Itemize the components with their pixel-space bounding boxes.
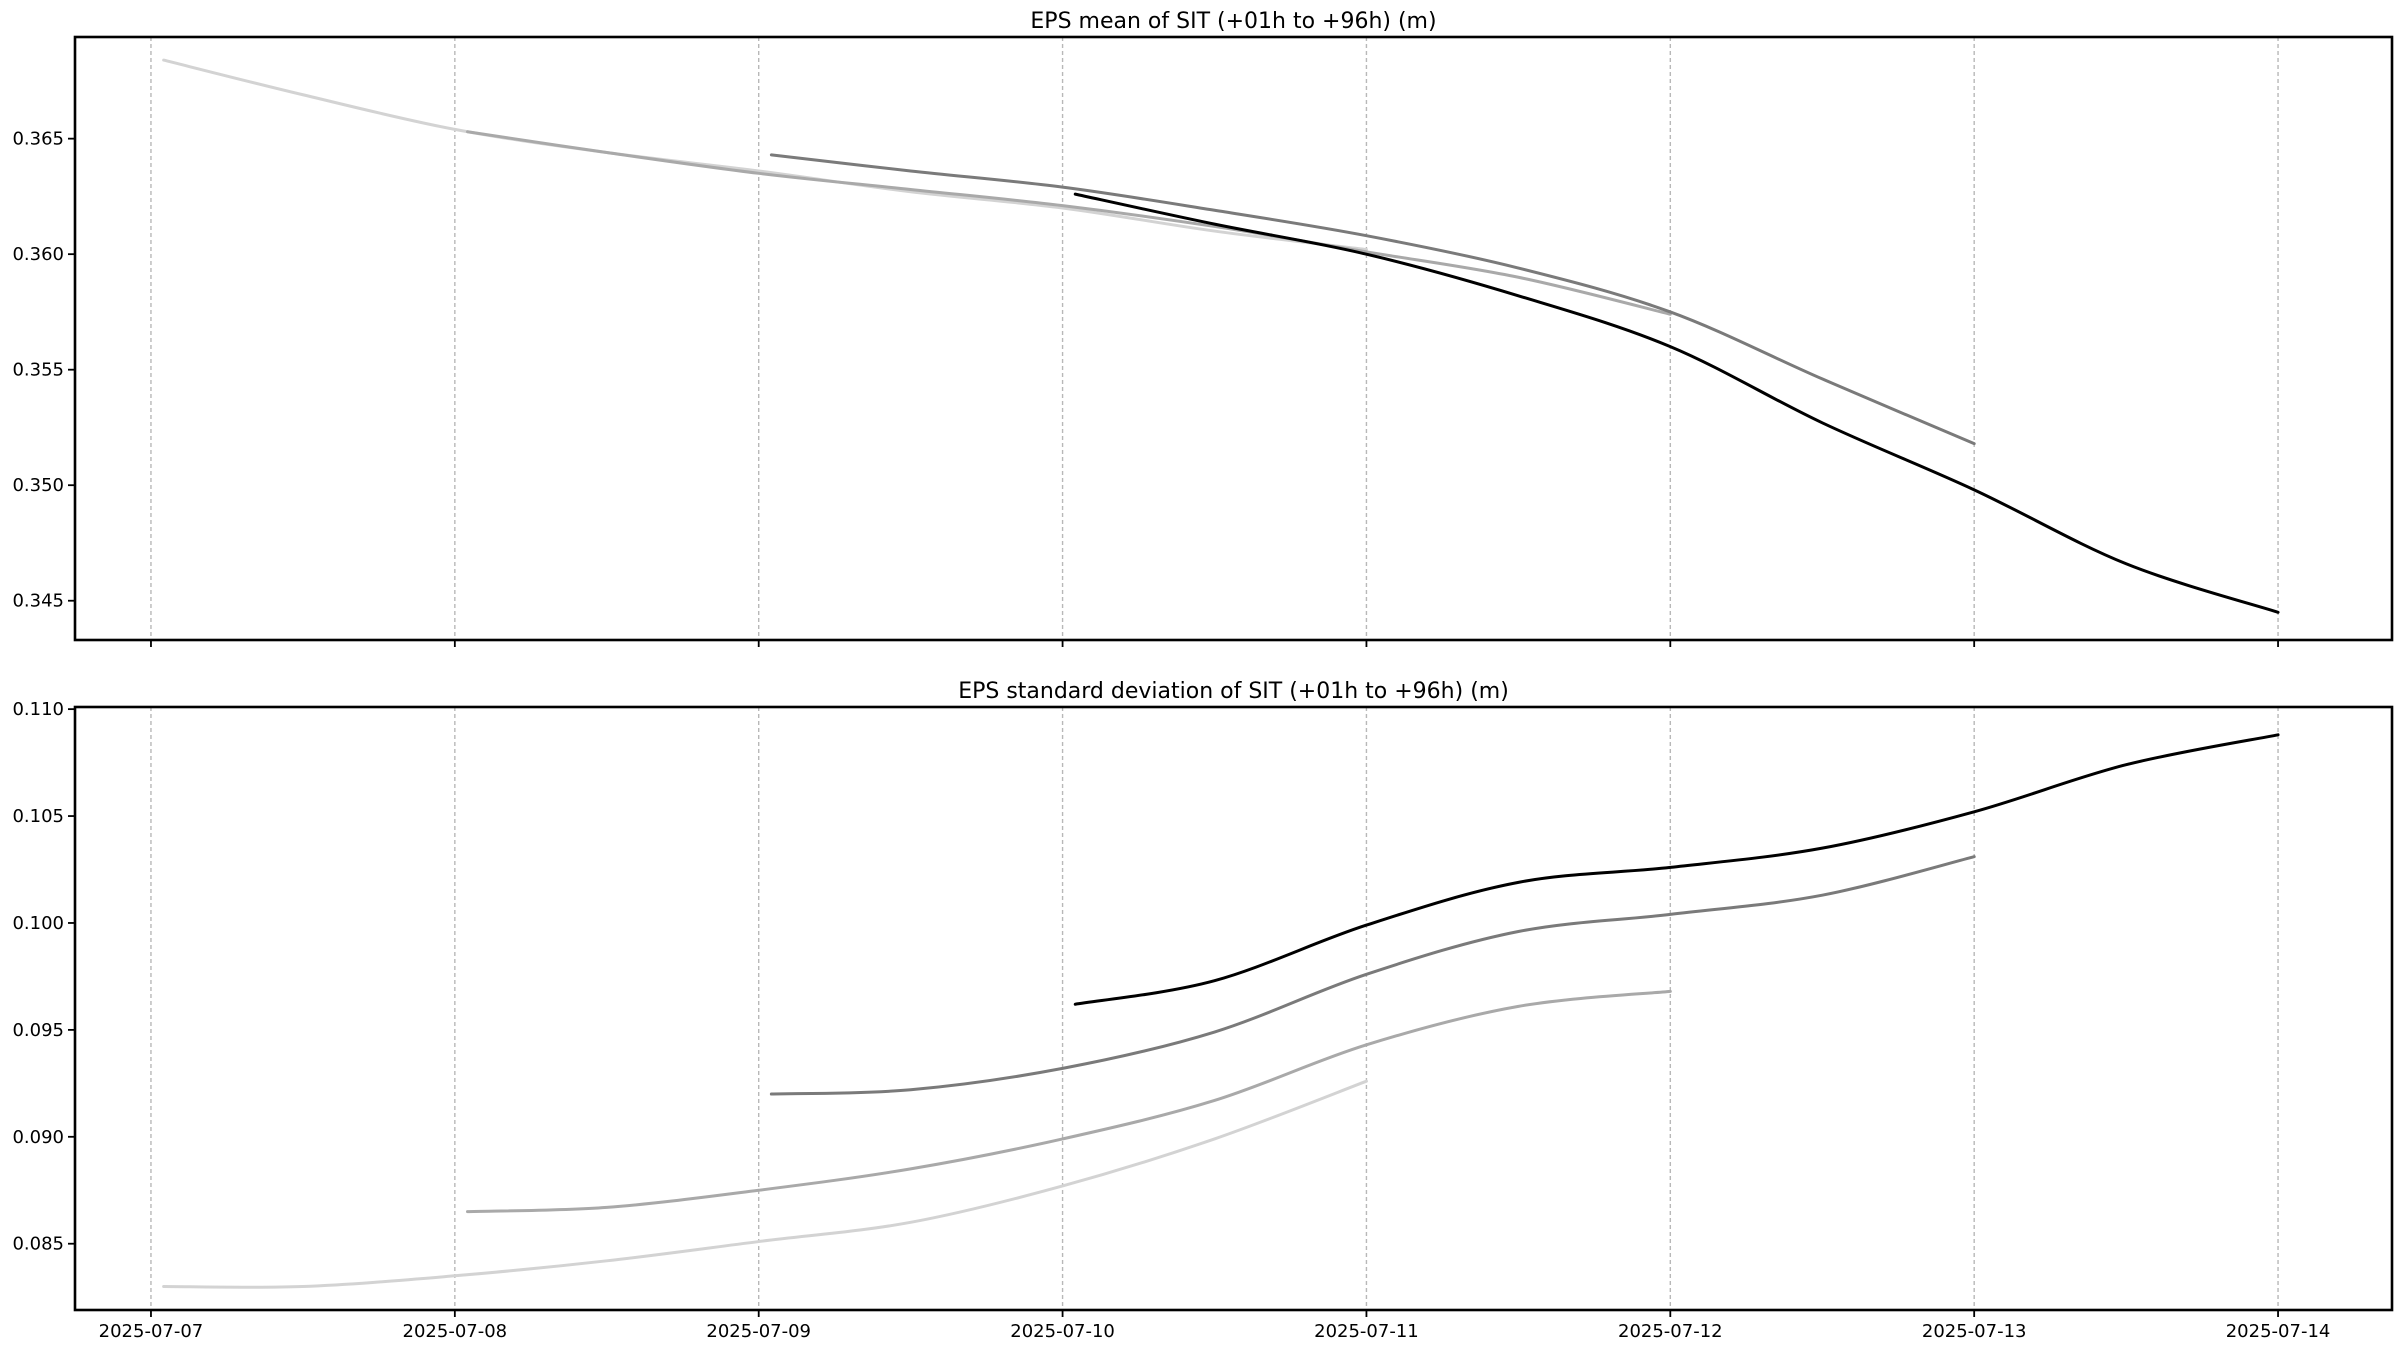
- y-tick-label: 0.085: [12, 1234, 64, 1255]
- series-line-2: [466, 989, 1672, 1214]
- x-tick-label: 2025-07-11: [1314, 1321, 1419, 1342]
- x-tick-label: 2025-07-08: [403, 1321, 508, 1342]
- y-tick-label: 0.360: [12, 244, 64, 265]
- series-line-3: [769, 153, 1976, 446]
- x-tick-label: 2025-07-07: [99, 1321, 204, 1342]
- plot-frame: [73, 705, 2394, 1312]
- y-tick-label: 0.110: [12, 699, 64, 720]
- series-line-4: [1073, 733, 2280, 1006]
- x-tick-label: 2025-07-13: [1922, 1321, 2027, 1342]
- y-tick-label: 0.365: [12, 129, 64, 150]
- series-line-1: [162, 58, 1368, 252]
- series-line-1: [162, 1079, 1368, 1289]
- x-tick-label: 2025-07-14: [2226, 1321, 2331, 1342]
- chart-title: EPS mean of SIT (+01h to +96h) (m): [1030, 9, 1436, 34]
- y-tick-label: 0.105: [12, 806, 64, 827]
- chart-panel-2: EPS standard deviation of SIT (+01h to +…: [12, 679, 2394, 1342]
- y-tick-label: 0.350: [12, 475, 64, 496]
- y-tick-label: 0.355: [12, 360, 64, 381]
- y-tick-label: 0.100: [12, 913, 64, 934]
- plot-frame: [73, 35, 2394, 642]
- y-tick-label: 0.095: [12, 1020, 64, 1041]
- y-tick-label: 0.090: [12, 1127, 64, 1148]
- chart-title: EPS standard deviation of SIT (+01h to +…: [958, 679, 1509, 704]
- chart-panel-1: EPS mean of SIT (+01h to +96h) (m) 0.345 0…: [12, 9, 2394, 647]
- y-tick-label: 0.345: [12, 591, 64, 612]
- x-tick-label: 2025-07-10: [1010, 1321, 1115, 1342]
- x-tick-label: 2025-07-09: [706, 1321, 811, 1342]
- series-line-3: [769, 855, 1976, 1096]
- series-line-2: [466, 130, 1672, 316]
- series-line-4: [1073, 192, 2280, 614]
- x-tick-label: 2025-07-12: [1618, 1321, 1723, 1342]
